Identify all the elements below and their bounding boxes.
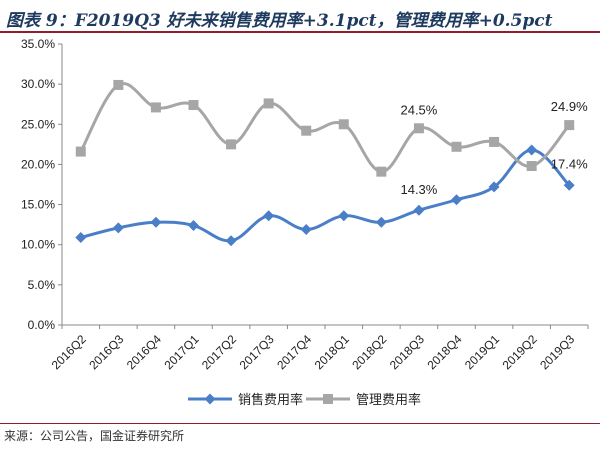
data-point-square [301, 125, 312, 136]
legend-marker-diamond [204, 393, 216, 405]
y-tick-label: 35.0% [21, 37, 55, 51]
data-point-diamond [451, 194, 462, 206]
data-point-diamond [488, 181, 500, 193]
data-point-square [113, 79, 124, 90]
x-tick-label: 2019Q2 [500, 332, 540, 372]
y-tick-label: 10.0% [21, 238, 55, 252]
data-point-square [188, 100, 199, 111]
data-point-square [75, 146, 86, 157]
x-tick-label: 2018Q3 [387, 332, 427, 372]
legend-item: 销售费用率 [188, 392, 303, 408]
data-point-diamond [375, 216, 387, 228]
title-bar: 图表 9：F2019Q3 好未来销售费用率+3.1pct，管理费用率+0.5pc… [0, 0, 600, 34]
series-admin-expense-ratio [75, 79, 575, 177]
data-point-diamond [188, 219, 199, 231]
legend-item: 管理费用率 [306, 392, 421, 408]
data-point-diamond [563, 179, 575, 191]
x-tick-label: 2018Q1 [312, 332, 352, 372]
x-tick-label: 2018Q4 [424, 332, 464, 372]
data-labels: 24.5% 24.9% 17.4% 14.3% [400, 99, 588, 197]
x-tick-label: 2017Q2 [199, 332, 239, 372]
source-note: 来源：公司公告，国金证券研究所 [4, 429, 185, 443]
y-tick-label: 5.0% [28, 278, 56, 292]
series-sales-expense-ratio [75, 144, 575, 247]
x-tick-label: 2019Q1 [462, 332, 502, 372]
data-point-square [451, 141, 462, 152]
data-point-square [226, 139, 237, 150]
data-point-square [150, 102, 161, 113]
data-point-square [338, 119, 349, 130]
data-label: 24.5% [400, 102, 437, 117]
data-point-diamond [300, 223, 312, 235]
data-point-diamond [112, 222, 124, 234]
data-point-diamond [413, 204, 425, 216]
data-point-square [564, 120, 575, 131]
y-tick-label: 20.0% [21, 157, 55, 171]
x-axis: 2016Q22016Q32016Q42017Q12017Q22017Q32017… [49, 324, 589, 372]
legend-marker-square [323, 394, 333, 404]
x-tick-label: 2016Q2 [49, 332, 89, 372]
x-tick-label: 2016Q4 [124, 332, 164, 372]
series-line [80, 148, 571, 243]
data-point-diamond [150, 216, 162, 228]
data-point-diamond [338, 210, 350, 222]
data-label: 17.4% [551, 156, 588, 171]
x-tick-label: 2017Q3 [237, 332, 277, 372]
x-tick-label: 2017Q4 [274, 332, 314, 372]
title-divider [0, 31, 600, 33]
footer-divider [0, 423, 600, 424]
x-tick-label: 2018Q2 [349, 332, 389, 372]
series-layer [75, 79, 575, 247]
data-point-diamond [75, 231, 87, 243]
y-tick-label: 30.0% [21, 77, 55, 91]
y-tick-label: 15.0% [21, 198, 55, 212]
data-point-square [526, 161, 537, 172]
chart-title: 图表 9：F2019Q3 好未来销售费用率+3.1pct，管理费用率+0.5pc… [6, 11, 553, 31]
legend: 销售费用率 管理费用率 [188, 392, 421, 408]
data-point-square [413, 123, 424, 134]
data-point-diamond [225, 235, 237, 247]
x-tick-label: 2019Q3 [537, 332, 577, 372]
data-point-square [489, 136, 500, 147]
data-label: 24.9% [551, 99, 588, 114]
y-tick-label: 25.0% [21, 117, 55, 131]
y-tick-label: 0.0% [28, 318, 56, 332]
x-tick-label: 2016Q3 [86, 332, 126, 372]
data-point-square [376, 166, 387, 177]
y-axis: 0.0% 5.0% 10.0% 15.0% 20.0% 25.0% 30.0% 35.0% [21, 37, 63, 332]
data-point-square [263, 98, 274, 109]
series-line [79, 82, 571, 174]
legend-label: 销售费用率 [238, 392, 303, 408]
line-chart: 0.0% 5.0% 10.0% 15.0% 20.0% 25.0% 30.0% 35.0% 2… [21, 37, 589, 408]
data-label: 14.3% [400, 182, 437, 197]
x-tick-label: 2017Q1 [161, 332, 201, 372]
legend-label: 管理费用率 [356, 392, 421, 408]
data-point-diamond [263, 210, 275, 222]
data-point-diamond [526, 144, 538, 156]
